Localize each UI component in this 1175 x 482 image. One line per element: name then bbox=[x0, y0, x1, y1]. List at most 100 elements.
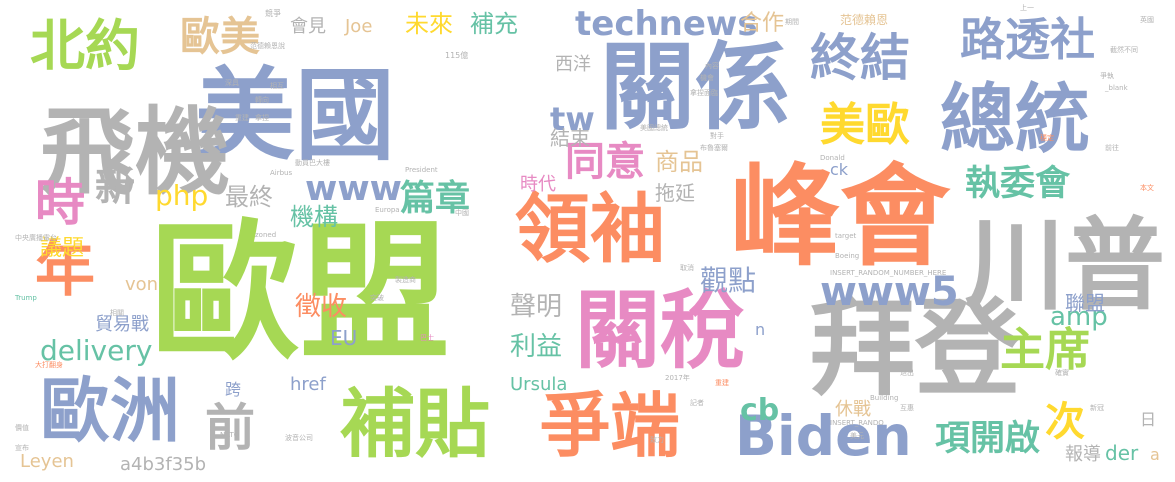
cloud-word: 飛機 bbox=[40, 98, 230, 208]
cloud-word: target bbox=[835, 232, 857, 240]
cloud-word: 相互 bbox=[270, 81, 284, 90]
cloud-word: 內容 bbox=[705, 61, 719, 70]
cloud-word: von bbox=[125, 274, 158, 295]
cloud-word: 范德賴恩說 bbox=[250, 41, 285, 50]
cloud-word: www bbox=[305, 169, 402, 209]
cloud-word: 總統 bbox=[940, 75, 1090, 163]
cloud-word: 利益 bbox=[510, 332, 562, 362]
cloud-word: 新冠 bbox=[1090, 403, 1104, 412]
cloud-word: 日 bbox=[1140, 410, 1156, 429]
cloud-word: cb bbox=[740, 393, 779, 428]
cloud-word: Ursula bbox=[510, 374, 567, 395]
cloud-word: 路透社 bbox=[960, 13, 1095, 66]
cloud-word: 大打翻身 bbox=[35, 360, 63, 369]
cloud-word: 機會 bbox=[700, 73, 714, 82]
cloud-word: EU bbox=[330, 326, 357, 350]
cloud-word: 會見 bbox=[290, 16, 326, 37]
cloud-word: 歐盟 bbox=[150, 207, 450, 381]
cloud-word: 動員巴大樓 bbox=[295, 158, 330, 167]
cloud-word: 拿捏面臨 bbox=[690, 88, 718, 97]
cloud-word: 美歐 bbox=[820, 98, 910, 151]
cloud-word: 篇章 bbox=[400, 178, 470, 219]
cloud-word: 觀點 bbox=[700, 264, 756, 297]
cloud-word: 拜登 bbox=[810, 288, 1021, 410]
cloud-word: der bbox=[1105, 441, 1139, 465]
cloud-word: 商品 bbox=[655, 148, 703, 176]
cloud-word: 中國 bbox=[455, 208, 469, 217]
cloud-word: 退出 bbox=[900, 368, 914, 377]
cloud-word: 波音公司 bbox=[285, 433, 313, 442]
cloud-word: technews bbox=[575, 4, 758, 44]
cloud-word: 同意 bbox=[565, 139, 645, 185]
cloud-word: President bbox=[405, 166, 438, 174]
cloud-word: 跨 bbox=[225, 380, 241, 399]
cloud-word: Europa bbox=[375, 206, 400, 214]
cloud-word: 美國總統 bbox=[640, 123, 668, 132]
cloud-word: 前往 bbox=[1105, 143, 1119, 152]
cloud-word: Building bbox=[870, 394, 898, 402]
cloud-word: 聲明 bbox=[510, 292, 562, 322]
cloud-word: 貿易戰 bbox=[95, 314, 149, 335]
cloud-word: 最終 bbox=[225, 183, 273, 211]
cloud-word: 深具 bbox=[225, 78, 239, 87]
cloud-word: NATO bbox=[220, 431, 240, 439]
cloud-word: zoned bbox=[255, 231, 276, 239]
cloud-word: 重建 bbox=[235, 113, 249, 122]
cloud-word: 確實 bbox=[1055, 368, 1069, 377]
cloud-word: 北約 bbox=[30, 14, 140, 78]
cloud-word: 價值 bbox=[15, 423, 29, 432]
cloud-word: 領袖 bbox=[515, 185, 665, 273]
cloud-word: 拖延 bbox=[655, 181, 695, 205]
cloud-word: 上一 bbox=[1020, 3, 1034, 12]
cloud-word: 英國 bbox=[1140, 15, 1154, 24]
cloud-word: 記者 bbox=[690, 398, 704, 407]
cloud-word: 對手 bbox=[710, 131, 724, 140]
cloud-word: 合作 bbox=[740, 11, 784, 36]
cloud-word: INSERT_RANDOM_NUMBER_HERE bbox=[830, 269, 946, 277]
cloud-word: 突破 bbox=[370, 293, 384, 302]
cloud-word: tw bbox=[550, 100, 595, 138]
cloud-word: 致力 bbox=[650, 435, 664, 444]
cloud-word: 結束 bbox=[550, 126, 590, 150]
cloud-word: 穩定 bbox=[1040, 133, 1054, 142]
cloud-word: 主席 bbox=[1000, 323, 1090, 376]
cloud-word: 時 bbox=[35, 174, 85, 232]
cloud-word: 相關 bbox=[110, 308, 124, 317]
cloud-word: 執委會 bbox=[965, 164, 1071, 204]
cloud-word: php bbox=[155, 179, 208, 212]
cloud-word: ck bbox=[830, 160, 849, 179]
cloud-word: 重建 bbox=[715, 378, 729, 387]
cloud-word: 終結 bbox=[810, 29, 910, 87]
cloud-word: Donald bbox=[820, 154, 845, 162]
cloud-word: n bbox=[755, 320, 765, 339]
cloud-word: 布魯塞爾 bbox=[700, 143, 728, 152]
cloud-word: 峰會 bbox=[730, 153, 951, 281]
cloud-word: 互惠 bbox=[900, 403, 914, 412]
cloud-word: 競爭 bbox=[265, 8, 281, 18]
cloud-word: 議題 bbox=[40, 236, 84, 261]
cloud-word: 西洋 bbox=[555, 54, 591, 75]
cloud-word: 新 bbox=[95, 164, 135, 210]
cloud-word: 報導 bbox=[1065, 444, 1101, 465]
cloud-word: 項開啟 bbox=[935, 419, 1040, 459]
cloud-word: 美國 bbox=[195, 57, 395, 174]
cloud-word: 美元 bbox=[850, 431, 864, 440]
cloud-word: 本文 bbox=[1140, 183, 1154, 192]
cloud-word: Trump bbox=[14, 294, 37, 302]
cloud-word: delivery bbox=[40, 334, 152, 367]
cloud-word: 機構 bbox=[290, 203, 338, 231]
cloud-word: 未來 bbox=[405, 10, 453, 38]
cloud-word: 歐美 bbox=[180, 14, 260, 60]
cloud-word: 徵收 bbox=[295, 292, 347, 322]
cloud-word: www5 bbox=[820, 269, 959, 315]
cloud-word: a bbox=[1150, 445, 1160, 464]
cloud-word: 截然不同 bbox=[1110, 45, 1138, 54]
cloud-word: 取消 bbox=[680, 263, 694, 272]
cloud-word: 休戰 bbox=[835, 399, 871, 420]
cloud-word: Joe bbox=[344, 16, 372, 37]
cloud-word: 期間 bbox=[785, 18, 799, 26]
cloud-word: 關係 bbox=[600, 33, 790, 143]
cloud-word: 年 bbox=[35, 235, 95, 305]
cloud-word: a4b3f35b bbox=[120, 454, 206, 475]
